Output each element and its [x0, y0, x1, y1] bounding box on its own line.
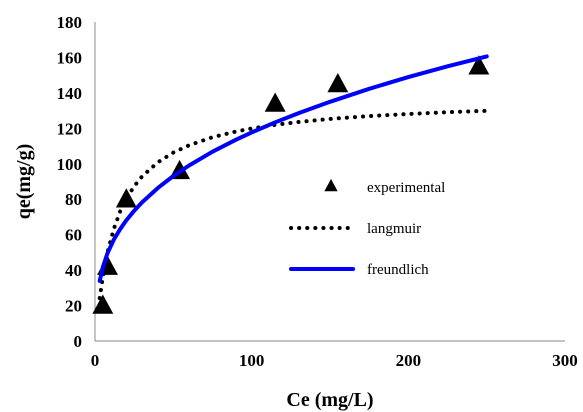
legend-label-freundlich: freundlich	[367, 262, 429, 278]
langmuir-curve	[97, 108, 489, 301]
y-tick-labels: 0 20 40 60 80 100 120 140 160 180	[57, 13, 83, 351]
legend-item-langmuir: langmuir	[289, 221, 421, 237]
y-tick-label: 120	[57, 119, 83, 138]
y-tick-label: 140	[57, 84, 83, 103]
legend-label-experimental: experimental	[367, 180, 445, 196]
y-tick-label: 180	[57, 13, 83, 32]
x-tick-label: 100	[239, 351, 265, 370]
legend-label-langmuir: langmuir	[367, 221, 421, 237]
experimental-point	[327, 73, 349, 93]
legend-item-freundlich: freundlich	[289, 262, 429, 278]
y-tick-label: 60	[65, 226, 82, 245]
y-tick-label: 40	[65, 261, 82, 280]
legend-triangle-marker	[324, 179, 338, 192]
y-tick-label: 160	[57, 48, 83, 67]
legend-item-experimental: experimental	[324, 179, 445, 196]
x-tick-labels: 0 100 200 300	[91, 351, 578, 370]
y-tick-label: 20	[65, 297, 82, 316]
y-tick-label: 100	[57, 155, 83, 174]
experimental-point	[468, 55, 490, 75]
y-tick-label: 80	[65, 190, 82, 209]
y-tick-label: 0	[74, 332, 83, 351]
axes	[94, 22, 565, 342]
series-layer	[92, 54, 490, 314]
x-tick-label: 200	[396, 351, 422, 370]
x-axis-title: Ce (mg/L)	[286, 389, 373, 411]
x-tick-label: 300	[552, 351, 578, 370]
legend: experimental langmuir freundlich	[289, 179, 445, 278]
x-tick-label: 0	[91, 351, 100, 370]
experimental-point	[264, 92, 286, 112]
freundlich-curve	[97, 54, 489, 283]
experimental-point	[92, 294, 114, 314]
y-axis-title: qe(mg/g)	[13, 144, 35, 220]
